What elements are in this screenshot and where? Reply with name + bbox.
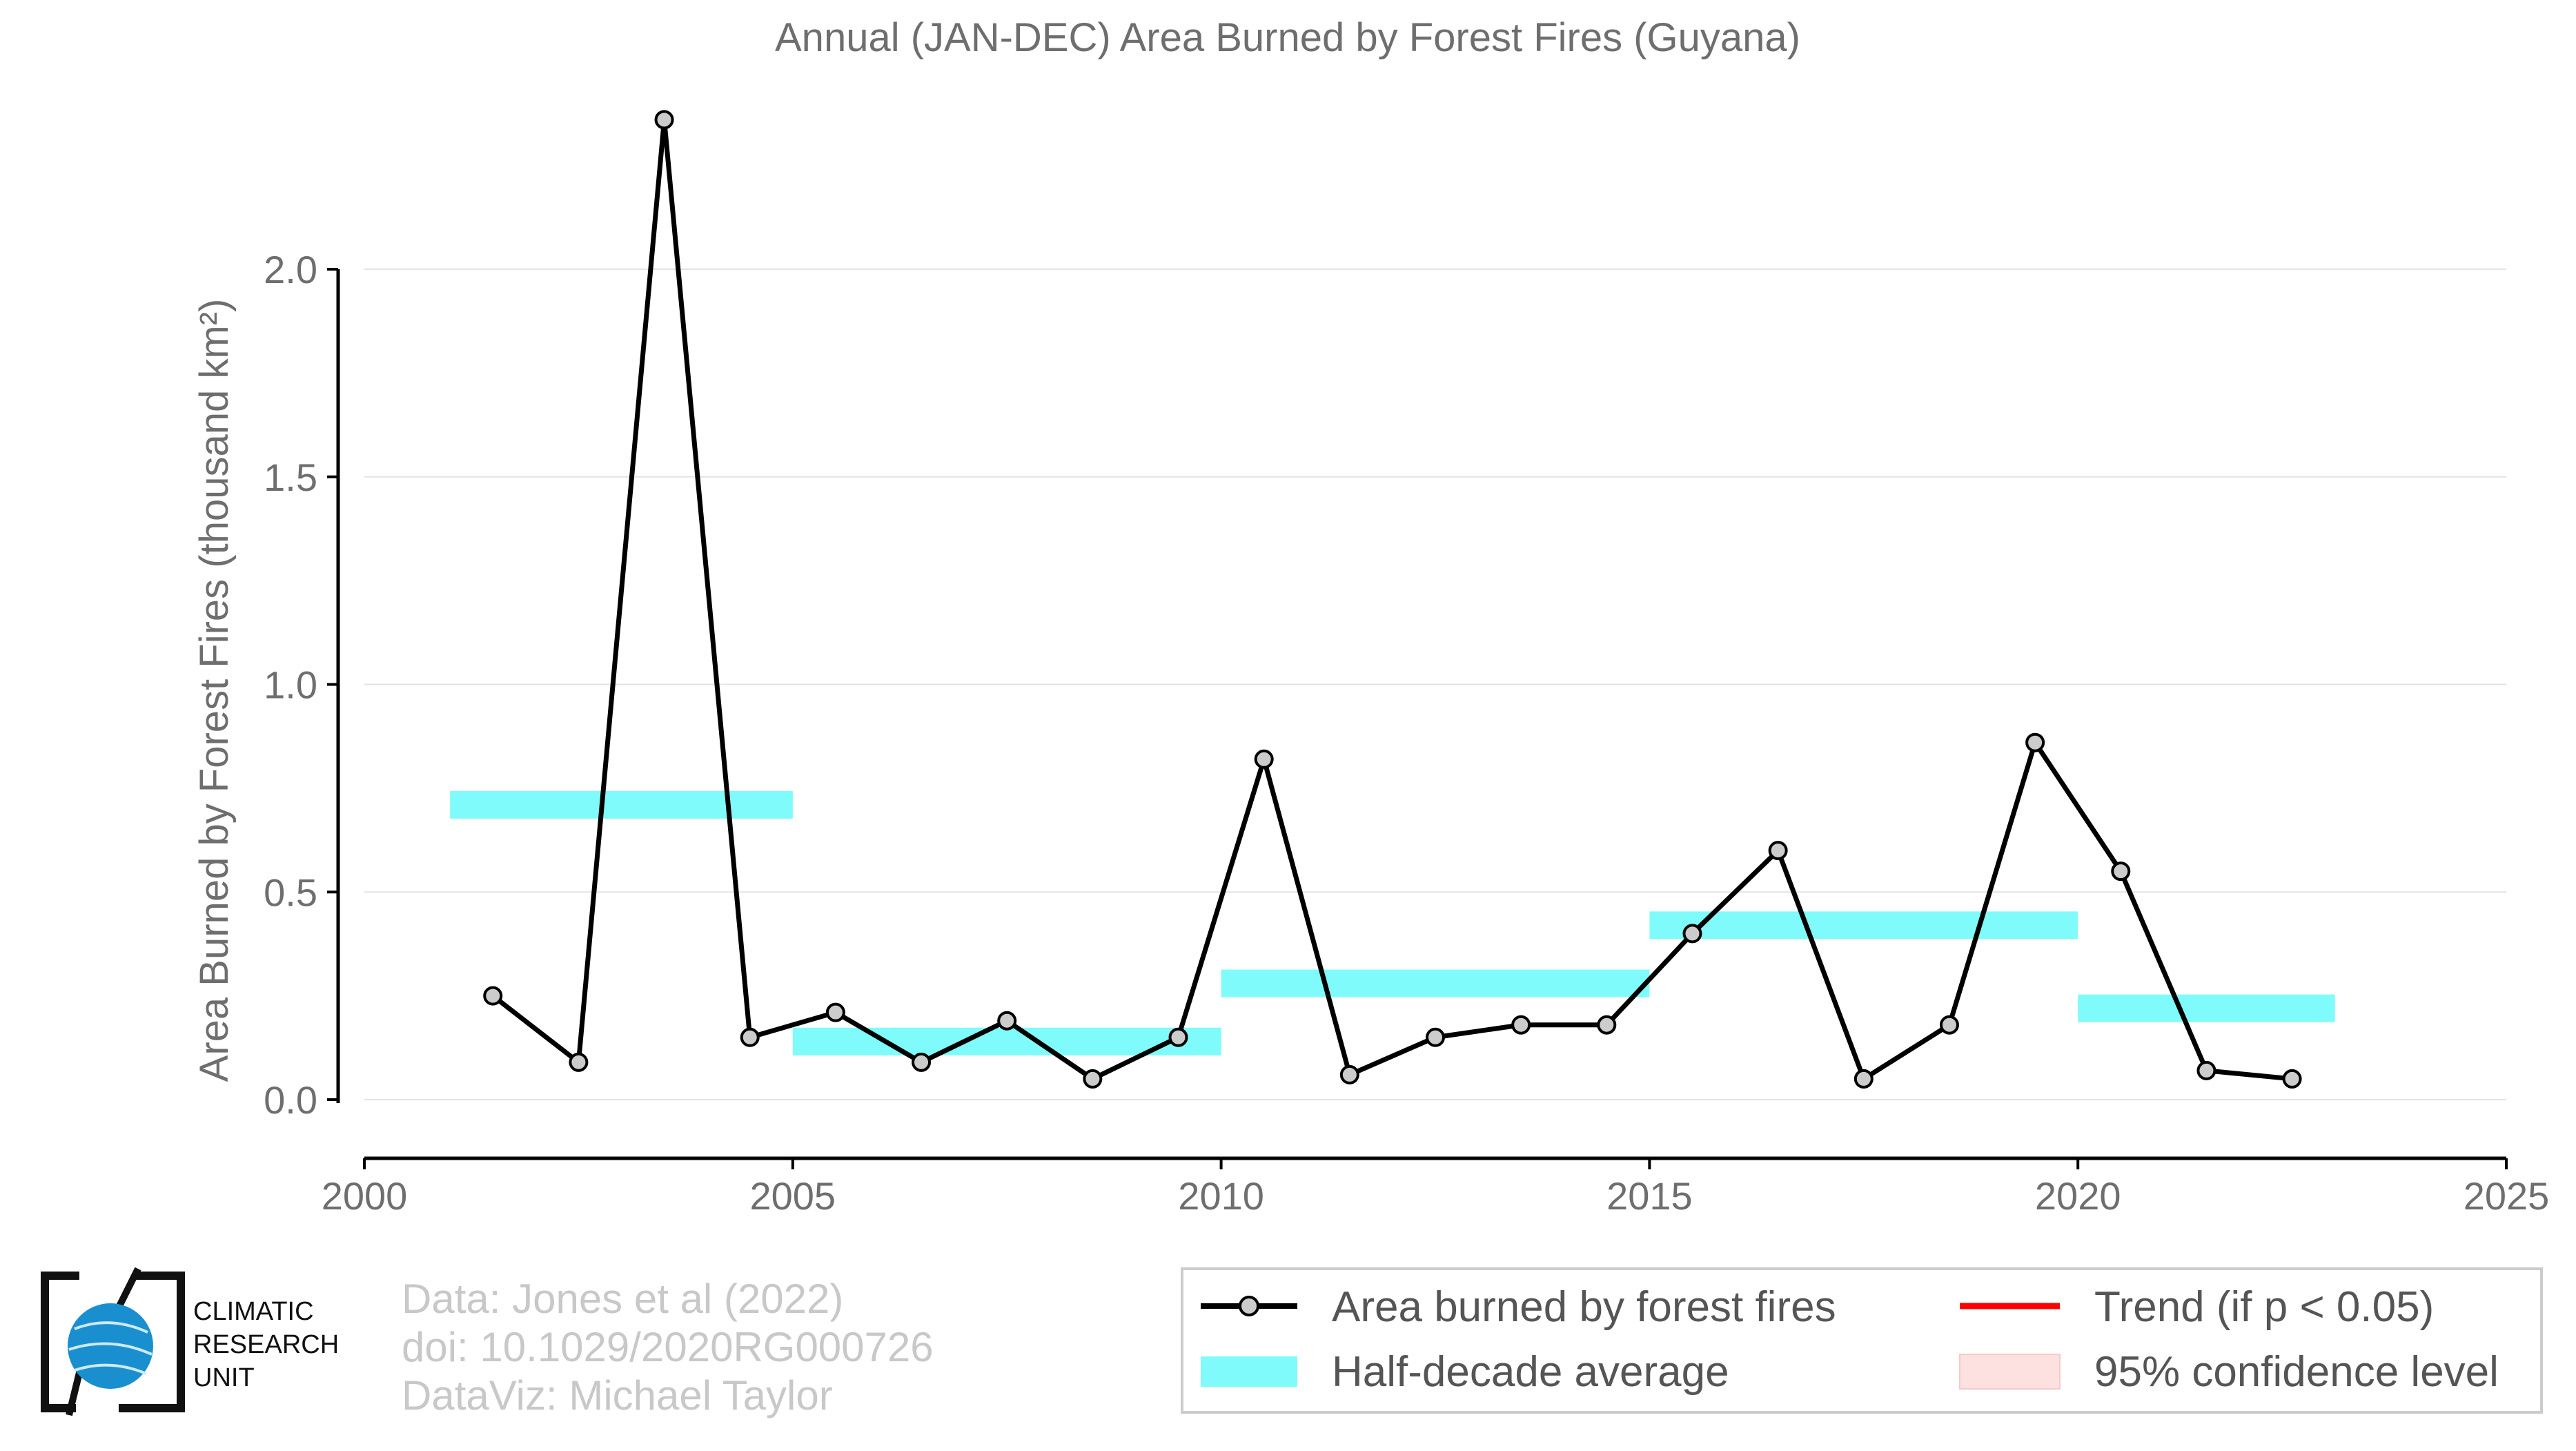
data-point: [1768, 841, 1788, 861]
data-point: [1339, 1064, 1359, 1084]
data-point: [740, 1027, 760, 1047]
legend-confidence-swatch: [1959, 1354, 2061, 1390]
half-decade-bar: [1649, 911, 2078, 939]
legend-series-marker: [1239, 1296, 1259, 1316]
x-tick-label: 2015: [1606, 1174, 1693, 1218]
data-point: [654, 110, 674, 130]
data-point: [997, 1011, 1017, 1031]
logo-frame: [41, 1272, 185, 1412]
globe-lines: [68, 1321, 153, 1375]
legend: Area burned by forest fires Trend (if p …: [1181, 1267, 2543, 1414]
y-tick-label: 0.0: [264, 1078, 317, 1122]
y-tick-label: 2.0: [264, 248, 317, 291]
data-point: [912, 1052, 932, 1072]
data-point: [2111, 861, 2131, 882]
data-point: [1854, 1069, 1874, 1089]
data-point: [2025, 732, 2045, 752]
legend-confidence-label: 95% confidence level: [2094, 1348, 2499, 1396]
x-tick-label: 2000: [322, 1174, 408, 1218]
credit-dataviz: DataViz: Michael Taylor: [402, 1372, 833, 1419]
y-axis-label: Area Burned by Forest Fires (thousand km…: [192, 299, 237, 1082]
logo-line-2: RESEARCH: [193, 1330, 339, 1359]
data-point: [483, 986, 503, 1006]
data-point: [1254, 749, 1274, 769]
x-tick-label: 2010: [1178, 1174, 1264, 1218]
y-tick-label: 0.5: [264, 870, 317, 914]
data-point: [2196, 1060, 2216, 1080]
legend-series-label: Area burned by forest fires: [1332, 1283, 1836, 1331]
x-tick-label: 2025: [2464, 1174, 2550, 1218]
series-line: [491, 117, 2292, 1082]
half-decade-bar: [792, 1027, 1221, 1055]
y-tick-label: 1.5: [264, 456, 317, 499]
chart-title: Annual (JAN-DEC) Area Burned by Forest F…: [775, 15, 1800, 60]
data-point: [1511, 1015, 1531, 1035]
half-decade-bar: [1221, 969, 1650, 997]
legend-average-label: Half-decade average: [1332, 1348, 1729, 1396]
x-ticks: 2000 2005 2010 2015 2020 2025: [322, 1158, 2550, 1218]
half-decade-bar: [2078, 994, 2335, 1022]
series-points: [483, 110, 2302, 1089]
x-tick-label: 2020: [2035, 1174, 2121, 1218]
credit-doi: doi: 10.1029/2020RG000726: [402, 1324, 934, 1370]
y-tick-label: 1.0: [264, 663, 317, 707]
x-tick-label: 2005: [750, 1174, 836, 1218]
cru-logo: CLIMATIC RESEARCH UNIT: [41, 1267, 339, 1416]
half-decade-bars: [450, 790, 2335, 1055]
data-point: [1682, 924, 1702, 944]
data-point: [1939, 1015, 1959, 1035]
legend-average-swatch: [1201, 1356, 1297, 1387]
data-point: [1597, 1015, 1617, 1035]
half-decade-bar: [450, 790, 793, 819]
logo-line-1: CLIMATIC: [193, 1297, 314, 1326]
data-point: [1083, 1069, 1103, 1089]
credit-data: Data: Jones et al (2022): [402, 1276, 843, 1322]
data-point: [569, 1052, 589, 1072]
data-point: [2282, 1069, 2302, 1089]
legend-trend-label: Trend (if p < 0.05): [2094, 1283, 2434, 1331]
gridlines: [364, 269, 2506, 1100]
legend-box: [1181, 1267, 2543, 1414]
logo-line-3: UNIT: [193, 1363, 255, 1392]
area-burned-line: [491, 117, 2292, 1082]
y-ticks: 0.0 0.5 1.0 1.5 2.0: [264, 248, 338, 1122]
data-point: [825, 1002, 845, 1022]
data-point: [1168, 1027, 1188, 1047]
data-point: [1426, 1027, 1445, 1047]
